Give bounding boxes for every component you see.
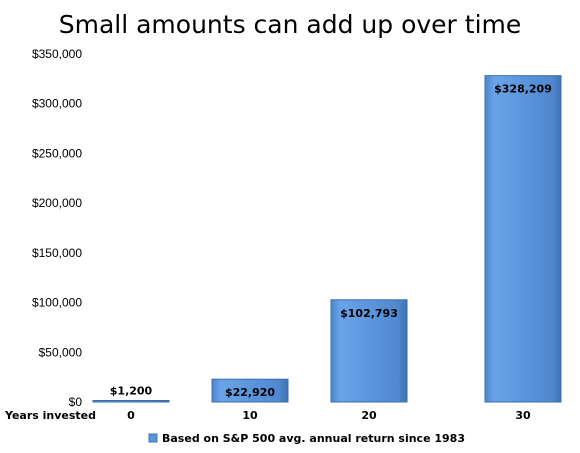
y-tick-label: $150,000 <box>32 246 82 260</box>
data-label: $22,920 <box>225 386 275 399</box>
legend-label: Based on S&P 500 avg. annual return sinc… <box>162 432 465 445</box>
data-label: $102,793 <box>340 307 398 320</box>
y-tick-label: $250,000 <box>32 146 82 160</box>
y-tick-label: $0 <box>69 395 83 409</box>
chart-title: Small amounts can add up over time <box>59 10 522 39</box>
y-tick-label: $200,000 <box>32 196 82 210</box>
x-axis-label: Years invested <box>4 409 96 422</box>
data-label: $1,200 <box>110 385 153 398</box>
x-tick-label: 0 <box>127 409 135 422</box>
legend-swatch <box>148 433 158 443</box>
data-labels: $1,200 $22,920 $102,793 $328,209 <box>110 83 552 400</box>
y-tick-label: $50,000 <box>39 345 83 359</box>
y-tick-label: $100,000 <box>32 296 82 310</box>
x-tick-label: 30 <box>515 409 531 422</box>
data-label: $328,209 <box>494 83 552 96</box>
bar-30 <box>484 75 562 403</box>
x-tick-label: 10 <box>242 409 258 422</box>
bar-20 <box>330 299 408 403</box>
legend: Based on S&P 500 avg. annual return sinc… <box>148 432 465 445</box>
x-tick-label: 20 <box>361 409 377 422</box>
x-axis: 0 10 20 30 <box>127 409 531 422</box>
bar-10 <box>211 378 289 403</box>
y-tick-label: $350,000 <box>32 47 82 61</box>
bars <box>92 75 562 403</box>
y-tick-label: $300,000 <box>32 97 82 111</box>
bar-0 <box>92 400 170 403</box>
y-axis: $0 $50,000 $100,000 $150,000 $200,000 $250,00… <box>32 47 82 409</box>
